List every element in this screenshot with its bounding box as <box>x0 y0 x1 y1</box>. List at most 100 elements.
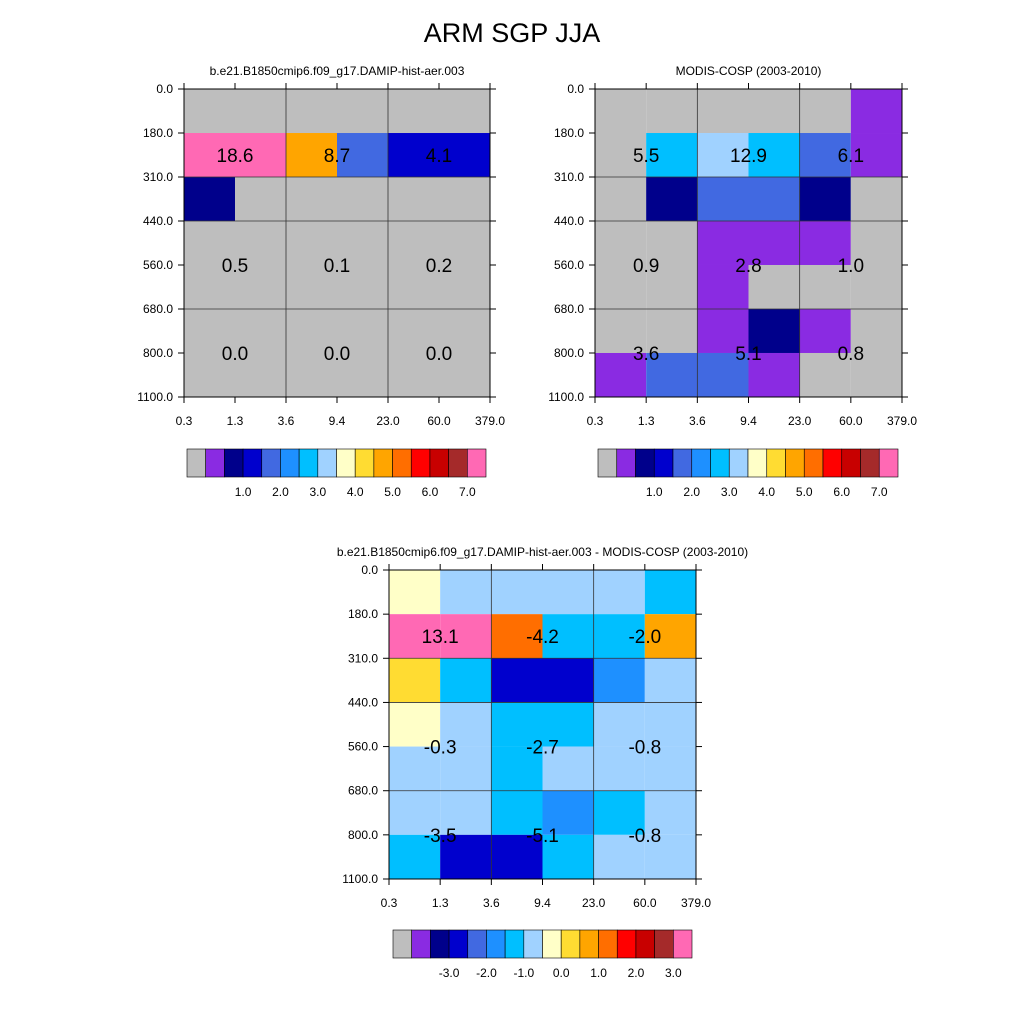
colorbar-label: 6.0 <box>422 485 439 499</box>
heatmap-cell <box>593 790 645 835</box>
block-value-label: 1.0 <box>838 256 864 277</box>
colorbar-swatch <box>486 929 506 959</box>
block-value-label: 0.5 <box>222 256 248 277</box>
heatmap-cell <box>646 176 698 222</box>
block-value-label: 0.1 <box>324 256 350 277</box>
x-tick-label: 9.4 <box>740 414 757 428</box>
x-tick-label: 60.0 <box>633 896 657 910</box>
heatmap-cell <box>799 352 851 397</box>
colorbar-swatch <box>224 448 244 478</box>
heatmap-cell <box>595 133 647 177</box>
colorbar-swatch <box>635 448 655 478</box>
heatmap-cell <box>850 309 902 353</box>
colorbar-swatch <box>672 448 693 478</box>
colorbar-swatch <box>392 929 412 959</box>
heatmap-cell <box>235 133 286 177</box>
colorbar-swatch <box>448 448 468 478</box>
heatmap-cell <box>235 221 286 265</box>
heatmap-cell <box>389 658 441 703</box>
heatmap-cell <box>184 221 235 265</box>
block-value-label: -3.5 <box>424 826 457 847</box>
heatmap-cell <box>593 702 645 747</box>
colorbar-swatch <box>710 448 730 478</box>
y-tick-label: 680.0 <box>348 784 378 798</box>
heatmap-cell <box>799 176 851 222</box>
colorbar-label: 2.0 <box>683 485 700 499</box>
y-tick-label: 310.0 <box>554 170 584 184</box>
x-tick-label: 379.0 <box>681 896 711 910</box>
x-tick-label: 9.4 <box>534 896 551 910</box>
heatmap-cell <box>389 614 441 659</box>
heatmap-cell <box>542 790 594 835</box>
heatmap-cell <box>850 352 902 397</box>
colorbar-swatch <box>205 448 225 478</box>
colorbar-swatch <box>598 929 618 959</box>
panel-title: b.e21.B1850cmip6.f09_g17.DAMIP-hist-aer.… <box>210 64 465 78</box>
heatmap-cell <box>389 570 441 615</box>
colorbar-swatch <box>766 448 786 478</box>
colorbar-swatch <box>654 929 674 959</box>
heatmap-cell <box>644 658 696 703</box>
heatmap-cell <box>286 176 337 222</box>
y-tick-label: 1100.0 <box>342 872 378 886</box>
heatmap-cell <box>593 614 645 659</box>
heatmap-cell <box>337 264 388 310</box>
colorbar-swatch <box>410 448 431 478</box>
heatmap-cell <box>542 834 594 879</box>
colorbar-swatch <box>747 448 768 478</box>
heatmap-cell <box>235 352 286 397</box>
y-tick-label: 440.0 <box>143 214 173 228</box>
x-tick-label: 23.0 <box>582 896 606 910</box>
block-value-label: 13.1 <box>422 627 459 648</box>
heatmap-cell <box>439 352 490 397</box>
colorbar-swatch <box>542 929 562 959</box>
y-tick-label: 310.0 <box>348 651 378 665</box>
heatmap-cell <box>440 790 492 835</box>
heatmap-cell <box>439 264 490 310</box>
block-value-label: 0.9 <box>633 256 659 277</box>
y-tick-label: 560.0 <box>348 740 378 754</box>
y-tick-label: 440.0 <box>554 214 584 228</box>
colorbar-swatch <box>597 448 618 478</box>
heatmap-cell <box>646 352 698 397</box>
heatmap-cell <box>440 834 492 879</box>
heatmap-cell <box>440 746 492 791</box>
y-tick-label: 560.0 <box>143 258 173 272</box>
y-tick-label: 680.0 <box>143 302 173 316</box>
colorbar-label: 2.0 <box>272 485 289 499</box>
heatmap-cell <box>286 309 337 353</box>
colorbar-label: 3.0 <box>721 485 738 499</box>
y-tick-label: 1100.0 <box>548 390 584 404</box>
heatmap-cell <box>644 614 696 659</box>
block-value-label: 0.0 <box>426 344 452 365</box>
x-tick-label: 0.3 <box>176 414 193 428</box>
heatmap-cell <box>748 221 800 265</box>
block-value-label: -5.1 <box>526 826 559 847</box>
colorbar-swatch <box>860 448 880 478</box>
heatmap-cell <box>439 89 490 134</box>
colorbar-label: 4.0 <box>347 485 364 499</box>
colorbar-swatch <box>354 448 375 478</box>
heatmap-cell <box>388 309 439 353</box>
heatmap-cell <box>595 309 647 353</box>
y-tick-label: 800.0 <box>143 346 173 360</box>
colorbar-label: 1.0 <box>646 485 663 499</box>
block-value-label: 2.8 <box>735 256 761 277</box>
heatmap-cell <box>184 264 235 310</box>
heatmap-cell <box>799 309 851 353</box>
heatmap-cell <box>593 570 645 615</box>
heatmap-cell <box>646 264 698 310</box>
heatmap-cell <box>748 133 800 177</box>
block-value-label: 0.0 <box>324 344 350 365</box>
x-tick-label: 23.0 <box>376 414 400 428</box>
colorbar-swatch <box>616 929 637 959</box>
heatmap-cell <box>388 176 439 222</box>
block-value-label: 12.9 <box>730 146 767 167</box>
heatmap-cell <box>491 834 543 879</box>
colorbar-label: 6.0 <box>833 485 850 499</box>
heatmap-cell <box>388 352 439 397</box>
y-tick-label: 800.0 <box>554 346 584 360</box>
heatmap-cell <box>697 89 749 134</box>
block-value-label: 0.8 <box>838 344 864 365</box>
heatmap-cell <box>184 89 235 134</box>
